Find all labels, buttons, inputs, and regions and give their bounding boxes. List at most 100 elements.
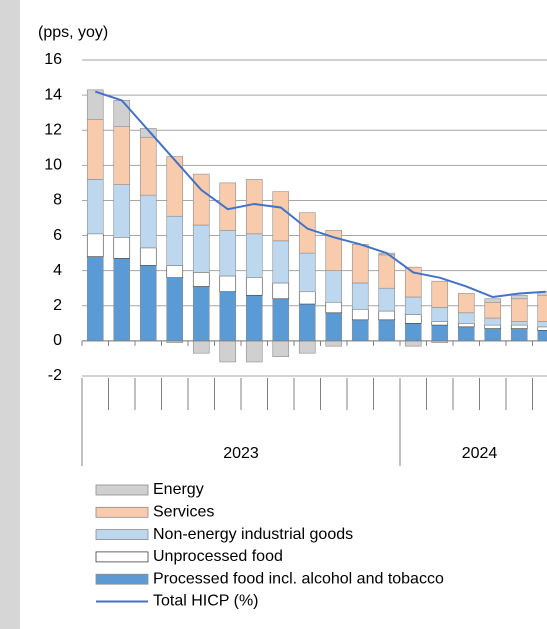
bar-segment [139,247,157,266]
bar-segment [378,287,396,312]
bar-segment [431,280,449,308]
bar-segment [378,254,396,289]
bar-segment [537,321,547,328]
bar-segment [219,229,237,277]
y-tick-label: 4 [53,262,62,279]
bar-segment [166,277,184,342]
bar-segment [351,319,369,342]
bar-segment [537,330,547,342]
bar-segment [457,312,475,324]
bar-segment [272,298,290,342]
y-tick-label: 10 [44,157,62,174]
bar-segment [457,323,475,328]
bar-segment [431,321,449,326]
bar-segment [510,328,528,342]
bar-segment [113,237,131,259]
bar-segment [166,215,184,266]
bar-segment [245,233,263,278]
bar-segment [298,303,316,342]
bar-segment [245,340,263,363]
bar-segment [378,319,396,342]
legend-swatch [95,573,149,585]
y-tick-label: 12 [44,121,62,138]
bar-segment [510,298,528,322]
bar-segment [325,301,343,314]
y-tick-label: 6 [53,227,62,244]
bar-segment [510,294,528,300]
bar-segment [537,294,547,322]
bar-segment [192,173,210,226]
bar-segment [404,323,422,342]
bar-segment [431,307,449,322]
line-series [94,90,546,299]
y-tick-label: 0 [53,332,62,349]
bar-segment [272,282,290,300]
legend-swatch [95,484,149,496]
bar-segment [431,324,449,342]
y-tick-label: 8 [53,192,62,209]
bar-segment [192,286,210,342]
bar-segment [325,270,343,303]
bar-segment [537,326,547,331]
legend-label: Unprocessed food [153,548,283,565]
y-axis-label: (pps, yoy) [38,24,108,41]
bar-segment [219,182,237,231]
bar-segment [113,126,131,185]
bar-segment [484,301,502,319]
y-tick-label: 14 [44,86,62,103]
bar-segment [325,340,343,347]
bar-segment [113,100,131,128]
bar-segment [484,324,502,329]
bar-segment [404,296,422,315]
bar-segment [245,277,263,296]
bar-segment [298,291,316,305]
legend-swatch [95,529,149,540]
bar-segment [139,194,157,249]
legend-label: Processed food incl. alcohol and tobacco [153,570,444,587]
bar-segment [86,179,104,235]
bar-segment [457,293,475,314]
y-tick-label: 2 [53,297,62,314]
bar-segment [378,310,396,321]
bar-segment [245,179,263,235]
bar-segment [139,136,157,196]
bar-segment [166,265,184,278]
bar-segment [86,89,104,120]
bar-segment [139,265,157,342]
bar-segment [219,291,237,342]
bar-segment [404,314,422,324]
bar-segment [298,252,316,293]
y-tick-label: -2 [48,367,62,384]
bar-segment [219,275,237,293]
legend-swatch [95,551,149,563]
legend-label: Services [153,504,214,521]
bar-segment [404,266,422,298]
bar-segment [457,326,475,342]
bar-segment [351,308,369,321]
bar-segment [166,156,184,217]
bar-segment [86,119,104,180]
bar-segment [113,258,131,342]
bar-segment [192,340,210,354]
bar-segment [272,340,290,357]
legend-label: Non-energy industrial goods [153,526,353,543]
x-group-label: 2024 [462,445,498,462]
bar-segment [510,321,528,326]
bar-segment [298,212,316,254]
bar-segment [484,317,502,326]
bar-segment [298,340,316,354]
legend-label: Total HICP (%) [153,593,259,610]
bar-segment [139,128,157,138]
bar-segment [404,340,422,347]
bar-segment [113,184,131,238]
legend-label: Energy [153,481,204,498]
bar-segment [245,294,263,342]
bar-segment [192,272,210,287]
bar-segment [272,240,290,284]
bar-segment [325,229,343,271]
bar-segment [192,224,210,273]
y-tick-label: 16 [44,51,62,68]
bar-segment [351,244,369,284]
side-strip [0,0,20,629]
